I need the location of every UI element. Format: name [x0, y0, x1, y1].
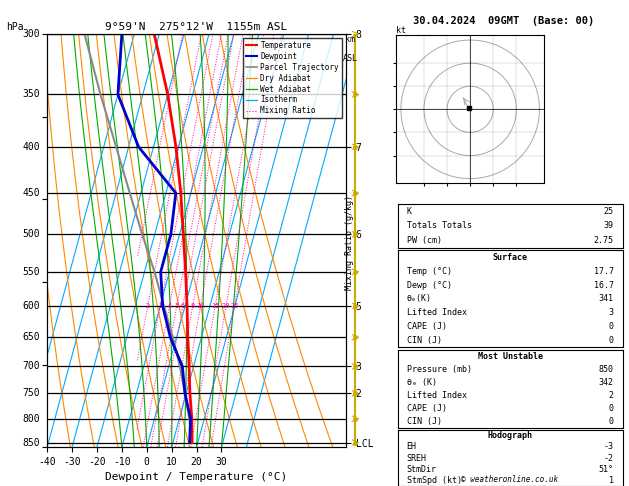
Text: 0: 0 [609, 404, 614, 413]
Text: StmDir: StmDir [406, 465, 437, 474]
Text: 850: 850 [599, 365, 614, 374]
Text: 10: 10 [196, 303, 205, 309]
Text: 2.75: 2.75 [594, 236, 614, 245]
Text: 700: 700 [22, 362, 40, 371]
Text: 2: 2 [146, 303, 150, 309]
Text: Temp (°C): Temp (°C) [406, 267, 452, 276]
Legend: Temperature, Dewpoint, Parcel Trajectory, Dry Adiabat, Wet Adiabat, Isotherm, Mi: Temperature, Dewpoint, Parcel Trajectory… [243, 38, 342, 119]
Text: 0: 0 [609, 417, 614, 426]
Text: 342: 342 [599, 378, 614, 387]
Text: Surface: Surface [493, 253, 528, 262]
Text: Mixing Ratio (g/kg): Mixing Ratio (g/kg) [345, 195, 353, 291]
Text: CAPE (J): CAPE (J) [406, 322, 447, 331]
Text: StmSpd (kt): StmSpd (kt) [406, 476, 462, 485]
Text: 450: 450 [22, 188, 40, 198]
Text: kt: kt [396, 26, 406, 35]
Text: 350: 350 [22, 89, 40, 100]
Text: 500: 500 [22, 229, 40, 240]
Text: 3: 3 [609, 308, 614, 317]
Text: hPa: hPa [6, 22, 24, 32]
Text: PW (cm): PW (cm) [406, 236, 442, 245]
Text: 750: 750 [22, 388, 40, 399]
Text: CAPE (J): CAPE (J) [406, 404, 447, 413]
Text: K: K [406, 207, 411, 216]
Text: 550: 550 [22, 267, 40, 277]
Text: EH: EH [406, 442, 416, 451]
Text: 2: 2 [609, 391, 614, 400]
Text: 850: 850 [22, 437, 40, 448]
Text: 16.7: 16.7 [594, 280, 614, 290]
Text: 400: 400 [22, 142, 40, 152]
Text: Most Unstable: Most Unstable [477, 352, 543, 361]
Text: 6: 6 [181, 303, 185, 309]
Text: Pressure (mb): Pressure (mb) [406, 365, 472, 374]
Text: 800: 800 [22, 414, 40, 424]
Text: 600: 600 [22, 301, 40, 311]
Text: CIN (J): CIN (J) [406, 336, 442, 345]
Text: 15: 15 [211, 303, 220, 309]
Text: 39: 39 [604, 222, 614, 230]
Text: 20: 20 [222, 303, 230, 309]
Text: © weatheronline.co.uk: © weatheronline.co.uk [461, 475, 558, 484]
Text: Dewp (°C): Dewp (°C) [406, 280, 452, 290]
X-axis label: Dewpoint / Temperature (°C): Dewpoint / Temperature (°C) [106, 472, 287, 483]
Text: Lifted Index: Lifted Index [406, 308, 467, 317]
Text: 51°: 51° [599, 465, 614, 474]
Text: 300: 300 [22, 29, 40, 39]
Title: 9°59'N  275°12'W  1155m ASL: 9°59'N 275°12'W 1155m ASL [106, 22, 287, 32]
Text: 341: 341 [599, 295, 614, 303]
Text: 25: 25 [604, 207, 614, 216]
Text: θₑ (K): θₑ (K) [406, 378, 437, 387]
Text: -3: -3 [604, 442, 614, 451]
Text: 0: 0 [609, 336, 614, 345]
Text: -2: -2 [604, 453, 614, 463]
Text: 1: 1 [609, 476, 614, 485]
Text: km: km [345, 35, 355, 44]
Text: Hodograph: Hodograph [487, 431, 533, 440]
Text: 30.04.2024  09GMT  (Base: 00): 30.04.2024 09GMT (Base: 00) [413, 16, 594, 26]
Text: 4: 4 [167, 303, 172, 309]
Text: 8: 8 [191, 303, 195, 309]
Text: Lifted Index: Lifted Index [406, 391, 467, 400]
Text: 3: 3 [158, 303, 162, 309]
Text: SREH: SREH [406, 453, 426, 463]
Text: CIN (J): CIN (J) [406, 417, 442, 426]
Text: ASL: ASL [343, 54, 358, 63]
Text: 650: 650 [22, 332, 40, 342]
Text: θₑ(K): θₑ(K) [406, 295, 431, 303]
Text: 17.7: 17.7 [594, 267, 614, 276]
Text: Totals Totals: Totals Totals [406, 222, 472, 230]
Text: 25: 25 [230, 303, 239, 309]
Text: 0: 0 [609, 322, 614, 331]
Text: 5: 5 [175, 303, 179, 309]
